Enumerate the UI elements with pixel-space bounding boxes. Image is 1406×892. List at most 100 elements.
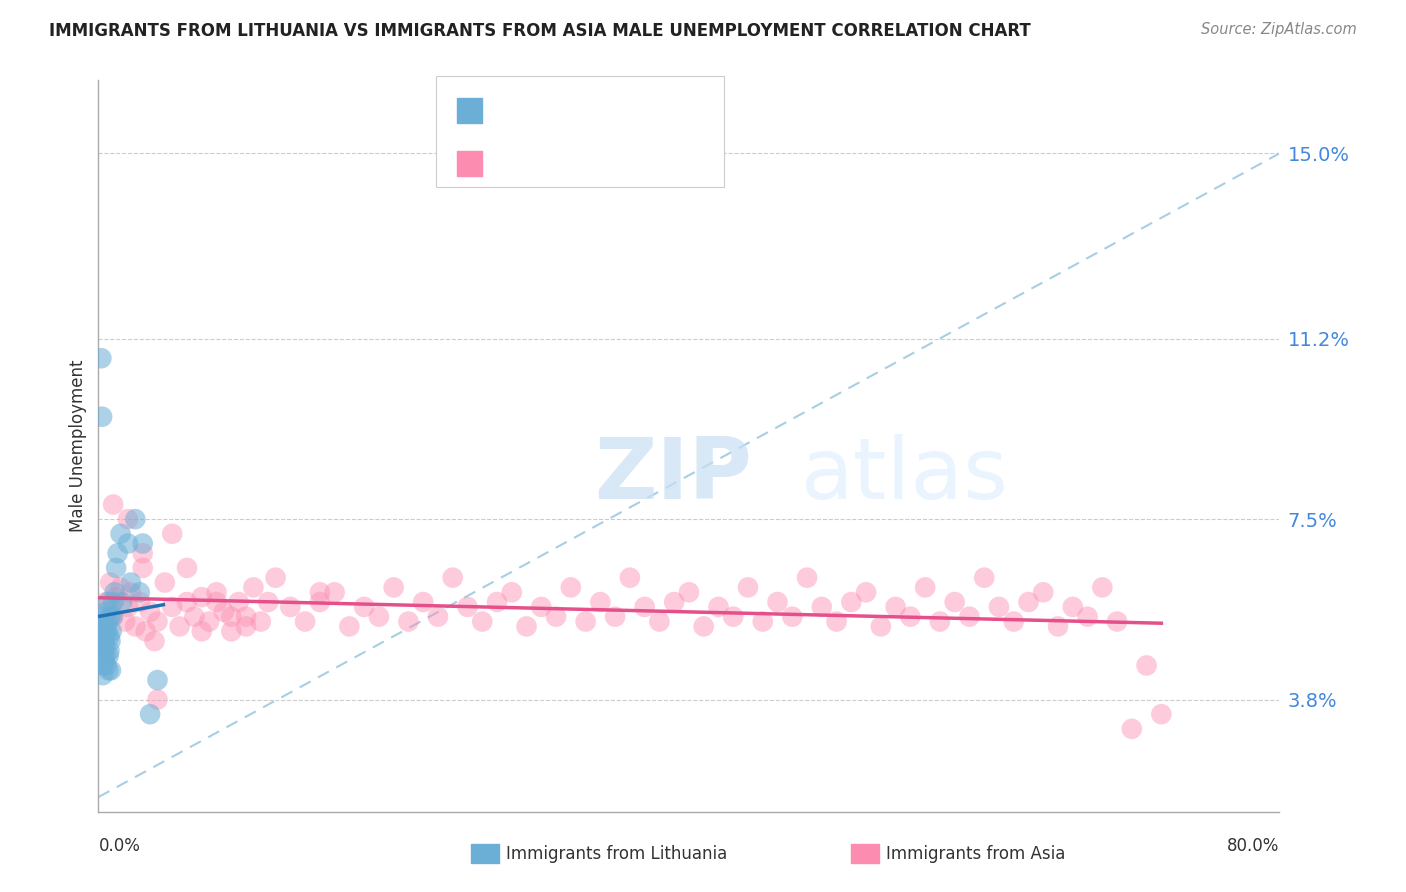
Point	[146, 615, 169, 629]
Point	[91, 409, 114, 424]
Point	[98, 609, 121, 624]
Point	[91, 668, 114, 682]
Point	[98, 575, 121, 590]
Point	[94, 639, 117, 653]
Point	[110, 581, 132, 595]
Point	[235, 609, 257, 624]
Point	[107, 546, 129, 560]
Point	[575, 615, 598, 629]
Point	[959, 609, 981, 624]
Point	[766, 595, 789, 609]
Text: R =: R =	[491, 102, 522, 120]
Text: Immigrants from Asia: Immigrants from Asia	[886, 845, 1066, 863]
Point	[128, 585, 150, 599]
Point	[91, 619, 114, 633]
Point	[205, 585, 228, 599]
Text: 0.199: 0.199	[538, 102, 595, 120]
Point	[103, 498, 125, 512]
Point	[94, 624, 117, 639]
Point	[1091, 581, 1114, 595]
Point	[162, 599, 183, 614]
Point	[105, 561, 128, 575]
Point	[693, 619, 716, 633]
Point	[93, 609, 115, 624]
Text: Immigrants from Lithuania: Immigrants from Lithuania	[506, 845, 727, 863]
Point	[93, 644, 115, 658]
Point	[132, 561, 155, 575]
Point	[678, 585, 700, 599]
Point	[153, 575, 176, 590]
Point	[605, 609, 627, 624]
Point	[250, 615, 273, 629]
Point	[368, 609, 391, 624]
Point	[1107, 615, 1129, 629]
Point	[1077, 609, 1099, 624]
Point	[1150, 707, 1173, 722]
Point	[120, 575, 142, 590]
Point	[93, 658, 115, 673]
Point	[97, 663, 120, 677]
Point	[353, 599, 375, 614]
Point	[309, 595, 332, 609]
Point	[294, 615, 316, 629]
Point	[221, 624, 243, 639]
Point	[973, 571, 995, 585]
Point	[235, 619, 257, 633]
Point	[471, 615, 494, 629]
Point	[664, 595, 686, 609]
Text: -0.179: -0.179	[530, 154, 595, 172]
Point	[1002, 615, 1025, 629]
Point	[870, 619, 893, 633]
Point	[811, 599, 834, 614]
Point	[191, 590, 214, 604]
Point	[96, 615, 118, 629]
Point	[98, 644, 121, 658]
Point	[988, 599, 1011, 614]
Point	[752, 615, 775, 629]
Point	[309, 585, 332, 599]
Point	[1136, 658, 1159, 673]
Point	[93, 634, 115, 648]
Point	[93, 654, 115, 668]
Point	[929, 615, 952, 629]
Point	[135, 624, 157, 639]
Point	[93, 634, 115, 648]
Point	[221, 609, 243, 624]
Point	[900, 609, 922, 624]
Point	[94, 619, 117, 633]
Point	[94, 648, 117, 663]
Point	[91, 615, 114, 629]
Point	[1018, 595, 1040, 609]
Point	[339, 619, 361, 633]
Point	[103, 609, 125, 624]
Point	[90, 624, 112, 639]
Point	[183, 609, 205, 624]
Point	[1047, 619, 1070, 633]
Point	[257, 595, 280, 609]
Point	[427, 609, 450, 624]
Point	[101, 609, 124, 624]
Point	[589, 595, 612, 609]
Point	[176, 595, 198, 609]
Point	[205, 595, 228, 609]
Point	[98, 629, 121, 643]
Point	[723, 609, 745, 624]
Point	[120, 585, 142, 599]
Text: 0.0%: 0.0%	[98, 837, 141, 855]
Point	[198, 615, 221, 629]
Text: 80.0%: 80.0%	[1227, 837, 1279, 855]
Point	[412, 595, 434, 609]
Point	[132, 546, 155, 560]
Point	[100, 663, 122, 677]
Point	[96, 658, 118, 673]
Point	[1032, 585, 1054, 599]
Point	[914, 581, 936, 595]
Text: 26: 26	[637, 102, 662, 120]
Point	[117, 599, 139, 614]
Point	[619, 571, 641, 585]
Text: 102: 102	[637, 154, 675, 172]
Point	[143, 634, 166, 648]
Point	[176, 561, 198, 575]
Point	[96, 624, 118, 639]
Point	[91, 629, 114, 643]
